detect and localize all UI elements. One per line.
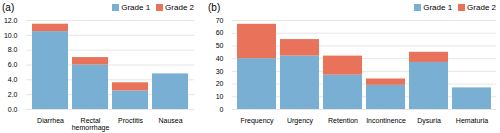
svg-text:70: 70 bbox=[216, 17, 224, 24]
svg-text:20: 20 bbox=[216, 80, 224, 87]
svg-text:Rectalhemorrhage: Rectalhemorrhage bbox=[72, 117, 110, 132]
svg-text:10: 10 bbox=[216, 93, 224, 100]
svg-text:Retention: Retention bbox=[328, 117, 358, 124]
svg-text:10.0: 10.0 bbox=[4, 32, 18, 39]
html-text:Grade 2: Grade 2 bbox=[165, 2, 194, 12]
html-text:Grade 1: Grade 1 bbox=[423, 2, 453, 12]
svg-text:Nausea: Nausea bbox=[158, 117, 182, 124]
svg-text:8.0: 8.0 bbox=[8, 46, 18, 53]
svg-text:2.0: 2.0 bbox=[8, 91, 18, 98]
html-text:Grade 1: Grade 1 bbox=[121, 2, 151, 12]
svg-text:4.0: 4.0 bbox=[8, 76, 18, 83]
svg-text:0.0: 0.0 bbox=[8, 106, 18, 113]
svg-text:Frequency: Frequency bbox=[240, 117, 274, 125]
html-text:(b): (b) bbox=[208, 1, 221, 13]
svg-text:Urgency: Urgency bbox=[287, 117, 314, 125]
svg-text:Proctitis: Proctitis bbox=[118, 117, 143, 124]
svg-text:Diarrhea: Diarrhea bbox=[37, 117, 64, 124]
html-text:(a): (a) bbox=[2, 1, 15, 13]
svg-text:Dysuria: Dysuria bbox=[417, 117, 441, 125]
html-text:Grade 2: Grade 2 bbox=[467, 2, 496, 12]
svg-text:40: 40 bbox=[216, 55, 224, 62]
svg-text:12.0: 12.0 bbox=[4, 17, 18, 24]
svg-text:0: 0 bbox=[220, 106, 224, 113]
svg-text:Incontinence: Incontinence bbox=[366, 117, 406, 124]
svg-text:60: 60 bbox=[216, 29, 224, 36]
svg-text:50: 50 bbox=[216, 42, 224, 49]
svg-text:Hematuria: Hematuria bbox=[456, 117, 488, 124]
svg-text:30: 30 bbox=[216, 68, 224, 75]
svg-text:6.0: 6.0 bbox=[8, 61, 18, 68]
